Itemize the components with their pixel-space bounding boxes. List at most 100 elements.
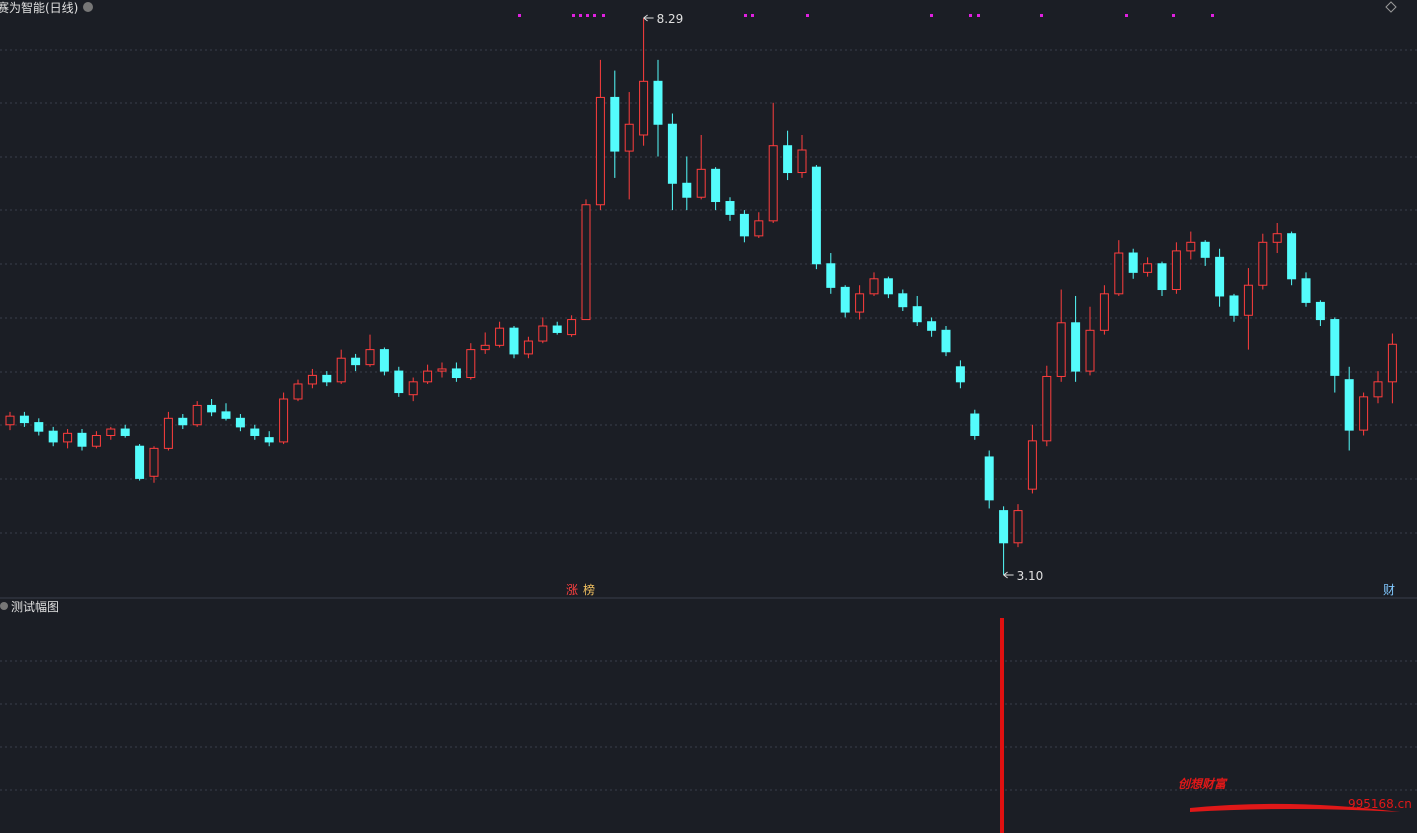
candle-body — [1387, 343, 1397, 383]
candle-body — [1128, 252, 1138, 273]
candle-body — [48, 430, 58, 443]
candle-body — [610, 96, 620, 152]
candle-body — [1157, 263, 1167, 291]
candle-body — [581, 204, 591, 321]
signal-dot — [744, 14, 747, 17]
candle-body — [1272, 233, 1282, 243]
candle-body — [221, 411, 231, 419]
candle-body — [77, 432, 87, 447]
candle-body — [351, 357, 361, 366]
signal-dot — [518, 14, 521, 17]
candle-body — [495, 327, 505, 346]
candle-body — [120, 428, 130, 436]
candle-body — [1243, 284, 1253, 316]
candle-body — [1287, 233, 1297, 280]
candle-body — [768, 145, 778, 222]
signal-dot — [1211, 14, 1214, 17]
signal-dot — [977, 14, 980, 17]
candle-body — [696, 168, 706, 198]
candle-body — [840, 286, 850, 313]
candle-body — [1027, 440, 1037, 490]
candle-body — [307, 374, 317, 385]
signal-dot — [579, 14, 582, 17]
candle-body — [826, 263, 836, 288]
candle-body — [394, 370, 404, 394]
candle-body — [1114, 252, 1124, 295]
candle-body — [869, 278, 879, 295]
candle-body — [811, 166, 821, 265]
candle-body — [1301, 278, 1311, 303]
candle-body — [1071, 322, 1081, 372]
candle-body — [1344, 379, 1354, 431]
tag: 涨 — [566, 582, 578, 597]
candle-body — [250, 428, 260, 436]
watermark-swoosh — [1190, 803, 1400, 812]
signal-dot — [593, 14, 596, 17]
candle-body — [192, 404, 202, 426]
candle-body — [595, 96, 605, 206]
candle-body — [106, 428, 116, 436]
menu-icon[interactable] — [83, 2, 93, 12]
candle-body — [1315, 301, 1325, 321]
candle-body — [1229, 295, 1239, 316]
candle-body — [466, 349, 476, 379]
candle-body — [178, 417, 188, 426]
candle-body — [235, 417, 245, 428]
candle-body — [1186, 241, 1196, 252]
candle-body — [264, 437, 274, 443]
signal-bar — [1000, 618, 1004, 833]
candle-body — [567, 319, 577, 336]
candle-body — [163, 417, 173, 449]
candle-body — [667, 123, 677, 184]
candles: 8.29 3.10 — [5, 12, 1397, 583]
signal-dot — [572, 14, 575, 17]
candle-body — [322, 374, 332, 383]
signal-dot — [969, 14, 972, 17]
candle-body — [624, 123, 634, 152]
watermark: 创想财富 — [1178, 777, 1228, 791]
candle-body — [1056, 322, 1066, 377]
candle-body — [451, 368, 461, 379]
signal-dot — [1172, 14, 1175, 17]
candle-body — [1359, 396, 1369, 431]
annotation: 8.29 — [657, 12, 684, 26]
candle-body — [509, 327, 519, 355]
candle-body — [955, 366, 965, 383]
candle-body — [480, 344, 490, 351]
candle-body — [365, 349, 375, 366]
candle-body — [423, 370, 433, 383]
candle-body — [883, 278, 893, 295]
candle-body — [135, 445, 145, 479]
candle-body — [19, 415, 29, 424]
menu-icon[interactable] — [0, 602, 8, 610]
candle-body — [207, 404, 217, 413]
candle-body — [1215, 256, 1225, 297]
signal-dot — [1125, 14, 1128, 17]
candle-body — [927, 321, 937, 331]
toggle-icon[interactable] — [1385, 1, 1397, 13]
candle-body — [639, 80, 649, 136]
candle-body — [34, 422, 44, 432]
signal-dot — [930, 14, 933, 17]
signal-dot — [602, 14, 605, 17]
candle-body — [941, 329, 951, 353]
candle-body — [855, 293, 865, 313]
candle-body — [754, 220, 764, 237]
candle-body — [725, 201, 735, 215]
candle-body — [783, 145, 793, 174]
chart-title: 赛为智能(日线) — [0, 0, 78, 15]
candle-body — [653, 80, 663, 125]
annotation: 3.10 — [1017, 569, 1044, 583]
sub-title: 测试幅图 — [11, 599, 59, 614]
candle-body — [898, 293, 908, 308]
signal-dot — [1040, 14, 1043, 17]
candle-body — [1013, 510, 1023, 544]
candle-body — [437, 368, 447, 372]
candle-body — [1143, 263, 1153, 273]
candle-body — [279, 398, 289, 443]
candle-body — [682, 182, 692, 198]
candle-body — [739, 213, 749, 237]
candle-body — [984, 456, 994, 501]
candle-body — [149, 447, 159, 477]
